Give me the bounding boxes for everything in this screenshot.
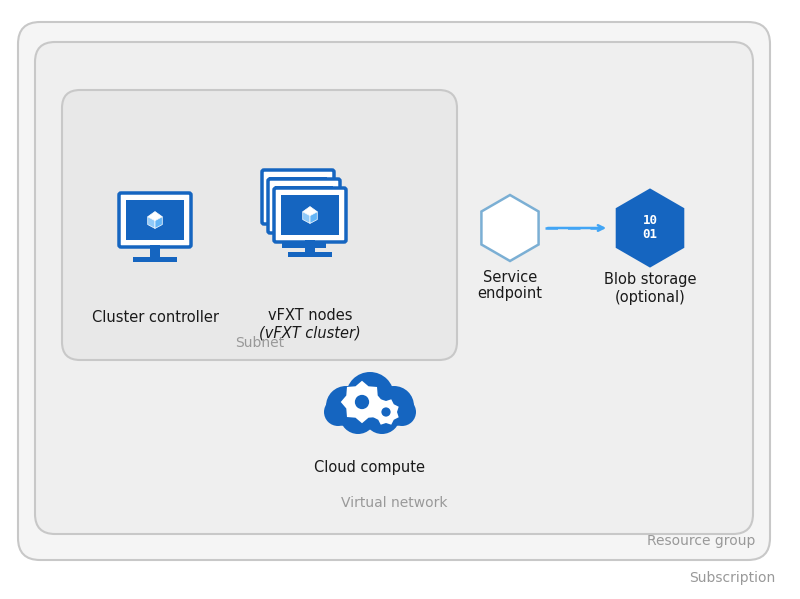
Text: (vFXT cluster): (vFXT cluster) (259, 326, 361, 341)
Bar (276, 234, 320, 239)
Text: Virtual network: Virtual network (341, 496, 447, 510)
Bar (282, 243, 326, 248)
Polygon shape (148, 211, 162, 220)
Polygon shape (290, 189, 306, 198)
Text: Cluster controller: Cluster controller (91, 310, 218, 325)
Bar (269, 177, 327, 217)
Polygon shape (290, 193, 298, 205)
FancyBboxPatch shape (35, 42, 753, 534)
Bar (288, 252, 332, 257)
Text: (optional): (optional) (614, 290, 686, 305)
Circle shape (382, 407, 390, 417)
Polygon shape (482, 195, 538, 261)
Polygon shape (617, 190, 683, 266)
Circle shape (374, 386, 414, 426)
Text: Subnet: Subnet (235, 336, 285, 350)
FancyBboxPatch shape (274, 188, 346, 242)
Polygon shape (374, 400, 398, 425)
Polygon shape (310, 212, 318, 223)
Text: vFXT nodes: vFXT nodes (268, 308, 352, 323)
FancyBboxPatch shape (262, 170, 334, 224)
FancyBboxPatch shape (119, 193, 191, 247)
Circle shape (388, 398, 416, 426)
Polygon shape (298, 193, 306, 205)
Bar (150, 245, 160, 257)
Text: Blob storage: Blob storage (604, 272, 696, 287)
Text: Cloud compute: Cloud compute (314, 460, 426, 475)
Polygon shape (302, 207, 318, 216)
Bar (126, 200, 184, 240)
Circle shape (355, 395, 369, 409)
Circle shape (340, 398, 376, 434)
Circle shape (324, 398, 352, 426)
Text: Subscription: Subscription (689, 571, 775, 585)
Text: 01: 01 (642, 228, 658, 241)
Polygon shape (341, 381, 383, 423)
Polygon shape (297, 198, 311, 207)
FancyBboxPatch shape (18, 22, 770, 560)
Text: endpoint: endpoint (478, 286, 542, 301)
Bar (133, 257, 177, 262)
Bar (275, 186, 333, 226)
Polygon shape (304, 202, 311, 214)
FancyBboxPatch shape (268, 179, 340, 233)
Bar (305, 240, 315, 252)
Circle shape (364, 398, 400, 434)
Polygon shape (148, 217, 155, 228)
Bar (299, 231, 309, 243)
Text: 10: 10 (642, 214, 658, 228)
Circle shape (346, 372, 394, 420)
Polygon shape (302, 212, 310, 223)
Circle shape (326, 386, 366, 426)
Text: Resource group: Resource group (646, 534, 755, 548)
Polygon shape (155, 217, 162, 228)
Polygon shape (297, 202, 304, 214)
FancyBboxPatch shape (62, 90, 457, 360)
Bar (281, 195, 339, 235)
Bar (293, 222, 303, 234)
Text: Service: Service (483, 270, 537, 285)
